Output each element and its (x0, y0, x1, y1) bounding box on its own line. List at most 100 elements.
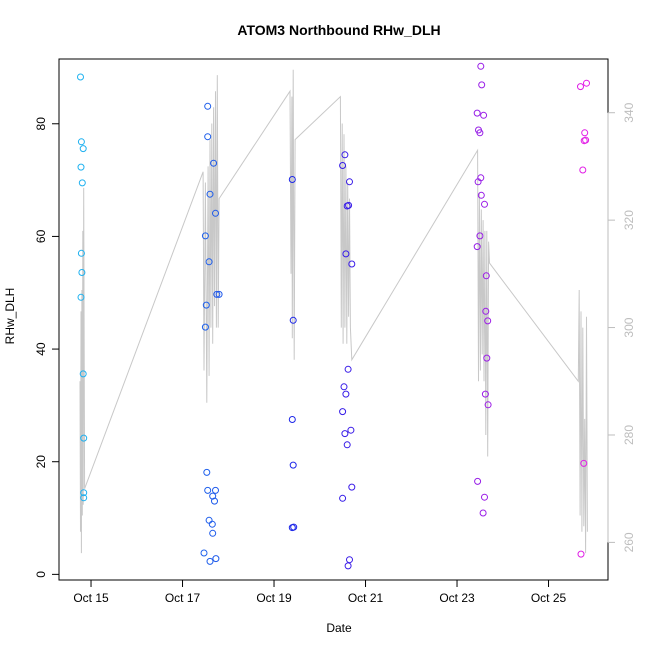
x-tick-label: Oct 17 (165, 591, 201, 605)
data-point (477, 191, 485, 199)
data-point (339, 494, 347, 502)
y-tick-label: 80 (34, 117, 48, 131)
y2-tick-label: 260 (622, 532, 636, 552)
data-point (206, 557, 214, 565)
x-tick-label: Oct 25 (531, 591, 567, 605)
data-point (79, 145, 87, 153)
data-point (204, 133, 212, 141)
data-point (484, 317, 492, 325)
data-point (288, 416, 296, 423)
data-point (473, 243, 481, 251)
x-tick-label: Oct 23 (439, 591, 475, 605)
data-point (288, 176, 296, 183)
data-point (474, 477, 482, 485)
data-point (77, 163, 85, 171)
data-point (289, 461, 297, 469)
data-point (481, 200, 488, 208)
data-point (80, 494, 88, 502)
data-point (344, 562, 352, 570)
x-axis: Oct 15 Oct 17 Oct 19 Oct 21 Oct 23 Oct 25 (73, 579, 567, 605)
data-point (479, 509, 487, 517)
chart-title: ATOM3 Northbound RHw_DLH (237, 22, 440, 38)
y-tick-label: 40 (34, 342, 48, 356)
y-axis-label: RHw_DLH (3, 288, 17, 345)
data-point (213, 290, 221, 298)
y2-tick-label: 340 (622, 102, 636, 122)
data-point (483, 354, 491, 362)
data-point (478, 81, 486, 89)
data-point (205, 258, 213, 266)
data-point (204, 102, 212, 110)
y-tick-label: 60 (34, 229, 48, 243)
x-tick-label: Oct 21 (348, 591, 384, 605)
data-point (343, 441, 351, 449)
data-point (348, 483, 356, 491)
data-point (473, 109, 481, 117)
data-point (475, 126, 482, 134)
data-point (80, 434, 88, 442)
data-point (203, 468, 211, 476)
secondary-series-line (79, 69, 588, 554)
data-point (206, 190, 214, 198)
data-point (484, 401, 492, 409)
data-point (201, 232, 209, 240)
data-point (205, 516, 213, 524)
y-tick-label: 20 (34, 455, 48, 469)
data-point (347, 426, 355, 434)
data-point (346, 178, 353, 186)
data-point (341, 151, 349, 159)
data-point (201, 323, 209, 331)
data-point (577, 550, 585, 558)
data-point (481, 493, 488, 501)
data-point (200, 549, 208, 557)
y-tick-label: 0 (34, 571, 48, 578)
data-point (212, 486, 219, 494)
data-point (582, 136, 590, 144)
data-point (209, 529, 217, 537)
data-point (289, 316, 297, 324)
plot-area (58, 58, 609, 581)
data-point (212, 209, 219, 217)
data-point (348, 260, 356, 268)
y2-tick-label: 280 (622, 425, 636, 445)
data-point (202, 301, 210, 309)
x-axis-label: Date (326, 621, 352, 635)
data-point (482, 307, 490, 315)
data-point (204, 486, 212, 494)
data-point (79, 370, 87, 378)
data-point (211, 497, 218, 505)
data-point (339, 408, 347, 416)
data-point (579, 166, 587, 174)
data-point (341, 430, 349, 438)
data-point (77, 249, 85, 257)
data-point (78, 269, 86, 276)
data-point (345, 201, 353, 209)
x-tick-label: Oct 19 (256, 591, 292, 605)
y2-axis: 260 280 300 320 340 (607, 102, 636, 552)
data-point (290, 523, 298, 531)
x-tick-label: Oct 15 (73, 591, 109, 605)
data-point (77, 138, 85, 146)
data-point (208, 520, 216, 528)
data-point (210, 159, 218, 167)
y2-tick-label: 300 (622, 317, 636, 337)
data-point (346, 556, 353, 564)
data-point (581, 129, 589, 137)
data-point (344, 365, 352, 373)
points-layer (77, 62, 590, 570)
data-point (577, 83, 584, 91)
data-point (340, 383, 348, 391)
data-point (78, 179, 86, 187)
data-point (482, 272, 490, 280)
data-point (480, 111, 488, 119)
data-point (215, 290, 223, 298)
data-point (474, 178, 482, 186)
y-axis: 0 20 40 60 80 (34, 117, 60, 578)
data-point (481, 390, 489, 398)
data-point (339, 162, 347, 169)
data-point (80, 489, 88, 497)
y2-tick-label: 320 (622, 210, 636, 230)
data-point (477, 62, 485, 70)
line-series-layer (79, 69, 588, 554)
